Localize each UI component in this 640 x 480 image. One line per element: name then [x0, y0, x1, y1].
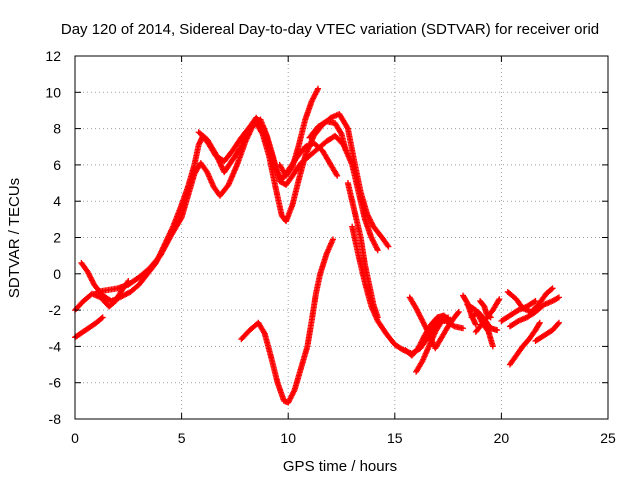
y-tick-label: 12 [45, 48, 61, 64]
data-point [385, 243, 392, 250]
y-tick-label: 4 [53, 193, 61, 209]
data-point [374, 247, 381, 254]
data-point [329, 236, 336, 243]
y-tick-label: -8 [49, 411, 62, 427]
data-point [486, 313, 493, 320]
x-tick-label: 20 [494, 430, 510, 446]
data-point [554, 295, 561, 302]
data-point [548, 286, 555, 293]
x-axis-label: GPS time / hours [283, 458, 397, 475]
series-track-5 [195, 111, 392, 250]
data-point [484, 327, 491, 334]
axis-ticks: 0 5 10 15 20 25 -8 -6 -4 -2 0 2 4 6 8 10 12 [45, 48, 616, 446]
y-tick-label: -2 [49, 302, 62, 318]
data-point [443, 315, 450, 322]
data-point [344, 124, 351, 131]
data-points [72, 85, 562, 406]
data-point [445, 314, 452, 321]
data-point [342, 147, 349, 154]
series-track-13 [413, 314, 452, 375]
data-point [99, 314, 106, 321]
series-track-1 [72, 314, 106, 341]
y-tick-label: 2 [53, 230, 61, 246]
series-track-23 [460, 292, 479, 328]
x-tick-label: 10 [280, 430, 296, 446]
data-point [531, 298, 538, 305]
data-point [334, 172, 341, 179]
series-track-21 [498, 298, 539, 324]
data-point [384, 242, 391, 249]
data-point [98, 315, 105, 322]
data-point [555, 319, 562, 326]
chart-title: Day 120 of 2014, Sidereal Day-to-day VTE… [61, 21, 599, 38]
y-tick-label: 10 [45, 84, 61, 100]
data-point [460, 325, 467, 332]
data-point [177, 215, 184, 222]
data-point [536, 321, 543, 328]
data-point [454, 310, 461, 317]
data-point [447, 317, 454, 324]
data-point [315, 85, 322, 92]
data-point [489, 343, 496, 350]
x-tick-label: 15 [387, 430, 403, 446]
data-point [549, 285, 556, 292]
series-track-12 [402, 312, 454, 359]
series-track-17 [504, 285, 556, 315]
series-track-6 [276, 85, 322, 179]
data-point [472, 321, 479, 328]
data-point [288, 165, 295, 172]
x-tick-label: 0 [71, 430, 79, 446]
series-track-7 [306, 118, 349, 154]
data-point [494, 327, 501, 334]
y-tick-label: 0 [53, 266, 61, 282]
y-tick-label: -4 [49, 338, 62, 354]
data-point [487, 314, 494, 321]
y-axis-label: SDTVAR / TECUs [6, 178, 23, 298]
data-point [536, 319, 543, 326]
series-track-18 [506, 294, 562, 330]
y-tick-label: 6 [53, 157, 61, 173]
series-track-22 [477, 298, 494, 321]
y-tick-label: -6 [49, 375, 62, 391]
x-tick-label: 5 [178, 430, 186, 446]
data-point [532, 298, 539, 305]
data-point [555, 294, 562, 301]
series-track-10 [238, 236, 336, 406]
data-point [555, 320, 562, 327]
y-tick-label: 8 [53, 121, 61, 137]
data-point [496, 296, 503, 303]
data-point [455, 308, 462, 315]
series-track-19 [506, 319, 543, 368]
series-track-20 [532, 319, 562, 344]
x-tick-label: 25 [600, 430, 616, 446]
